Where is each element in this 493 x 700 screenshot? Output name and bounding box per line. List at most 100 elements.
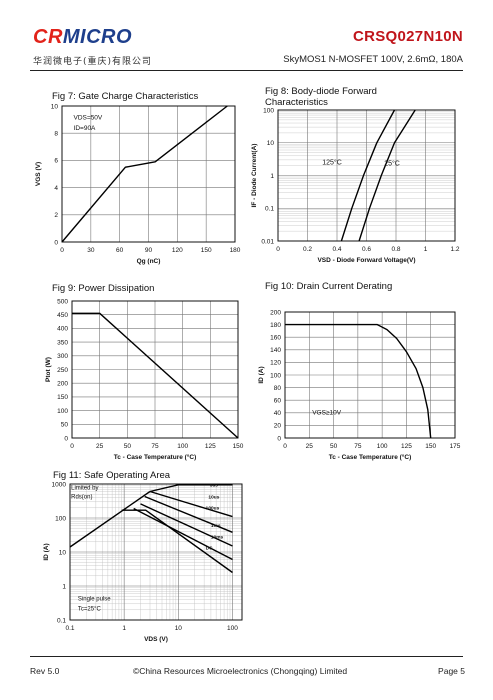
fig10-y-tick-label: 100 <box>270 372 281 379</box>
fig10-x-tick-label: 175 <box>450 443 461 450</box>
fig9-x-tick-label: 75 <box>151 443 159 450</box>
fig10-x-tick-label: 0 <box>283 443 287 450</box>
fig11-curve-label-10us: 10us <box>208 494 219 500</box>
fig9-line-series-0 <box>72 312 239 439</box>
fig9-x-tick-label: 150 <box>233 443 244 450</box>
fig7-y-tick-label: 8 <box>54 131 58 138</box>
fig9-y-tick-label: 150 <box>57 394 68 401</box>
fig8-chart: 0 0.2 0.4 0.6 0.8 1 1.2 0.01 0.1 1 10 100 VSD - Diod… <box>251 107 460 264</box>
fig9-y-tick-label: 0 <box>64 435 68 442</box>
fig7-x-tick-label: 180 <box>230 247 241 254</box>
fig7-y-axis-label: VGS (V) <box>35 162 42 186</box>
fig9-y-tick-label: 100 <box>57 408 68 415</box>
fig10-title: Fig 10: Drain Current Derating <box>265 281 393 292</box>
product-subtitle: SkyMOS1 N-MOSFET 100V, 2.6mΩ, 180A <box>283 54 463 65</box>
fig10-y-tick-label: 180 <box>270 322 281 329</box>
fig11-x-axis-label: VDS (V) <box>144 636 168 643</box>
fig8-x-tick-label: 0.2 <box>303 246 312 253</box>
fig7-annotation-vds: VDS=50V <box>74 115 103 122</box>
fig7-x-axis-label: Qg (nC) <box>137 258 161 265</box>
footer-revision: Rev 5.0 <box>30 666 60 676</box>
fig11-curve-label-dc: DC <box>206 545 213 551</box>
logo-cr-text: CR <box>33 26 63 48</box>
fig8-x-axis-label: VSD - Diode Forward Voltage(V) <box>317 257 415 264</box>
fig8-line-125-c <box>340 109 396 242</box>
fig11-plot-frame <box>69 483 243 621</box>
fig8-y-axis-label: IF - Diode Current(A) <box>251 144 258 208</box>
fig9-y-tick-label: 400 <box>57 326 68 333</box>
fig10-x-tick-label: 50 <box>330 443 338 450</box>
fig9-y-tick-label: 300 <box>57 353 68 360</box>
fig9-plot-frame <box>71 300 239 439</box>
fig10-chart: 0 25 50 75 100 125 150 175 0 20 40 60 80 100 120 140 160… <box>258 309 461 461</box>
fig8-x-tick-label: 1.2 <box>450 246 459 253</box>
fig9-y-tick-label: 350 <box>57 339 68 346</box>
fig8-plot-frame <box>277 109 456 242</box>
header-divider <box>30 70 463 71</box>
fig10-x-tick-label: 100 <box>377 443 388 450</box>
fig9-x-tick-label: 25 <box>96 443 104 450</box>
fig10-annotation-vgs: VGS≥10V <box>312 410 342 417</box>
fig10-y-tick-label: 0 <box>277 435 281 442</box>
fig11-line-5us <box>149 484 233 493</box>
fig7-title: Fig 7: Gate Charge Characteristics <box>52 91 199 102</box>
logo-micro-text: MICRO <box>62 26 133 48</box>
fig9-y-tick-label: 200 <box>57 381 68 388</box>
fig8-x-tick-label: 1 <box>424 246 428 253</box>
fig8-y-tick-label: 0.01 <box>261 238 274 245</box>
fig8-x-tick-label: 0.6 <box>362 246 371 253</box>
fig10-y-tick-label: 60 <box>274 398 282 405</box>
fig7-chart: 0 30 60 90 120 150 180 0 2 4 6 8 10 Qg (nC) VGS (V) VDS… <box>35 103 241 265</box>
fig10-y-tick-label: 40 <box>274 410 282 417</box>
fig11-line-rds-on-limit <box>69 490 151 548</box>
fig11-y-axis-label: ID (A) <box>43 543 50 560</box>
fig8-title: Fig 8: Body-diode Forward Characteristic… <box>265 86 377 108</box>
fig7-y-tick-label: 0 <box>54 239 58 246</box>
fig11-y-tick-label: 1 <box>62 583 66 590</box>
fig8-y-tick-label: 10 <box>267 140 275 147</box>
fig7-y-tick-label: 10 <box>51 103 59 110</box>
fig9-x-axis-label: Tc - Case Temperature (°C) <box>114 453 197 461</box>
fig10-x-axis-label: Tc - Case Temperature (°C) <box>329 453 412 461</box>
fig11-x-tick-label: 0.1 <box>65 625 74 632</box>
fig9-y-axis-label: Ptot (W) <box>45 357 52 382</box>
fig11-y-tick-label: 0.1 <box>57 617 66 624</box>
fig10-y-tick-label: 200 <box>270 309 281 316</box>
fig8-y-tick-label: 1 <box>270 173 274 180</box>
fig11-line-10us <box>149 490 233 518</box>
fig9-y-tick-label: 500 <box>57 298 68 305</box>
footer-divider <box>30 656 463 657</box>
fig10-x-tick-label: 150 <box>425 443 436 450</box>
fig10-line-series-0 <box>285 323 432 439</box>
fig11-y-tick-label: 10 <box>59 549 67 556</box>
fig7-x-tick-label: 150 <box>201 247 212 254</box>
fig9-x-tick-label: 0 <box>70 443 74 450</box>
fig10-y-tick-label: 120 <box>270 360 281 367</box>
fig9-y-tick-label: 50 <box>61 422 69 429</box>
fig11-line-dc <box>121 509 233 574</box>
fig11-line-100us <box>144 495 233 533</box>
fig10-y-tick-label: 140 <box>270 347 281 354</box>
fig11-annotation-single-pulse: Single pulse <box>78 596 111 602</box>
company-logo: CRMICRO <box>33 26 132 49</box>
fig8-x-tick-label: 0.4 <box>332 246 341 253</box>
fig8-y-tick-label: 0.1 <box>265 206 274 213</box>
fig11-annotation-tc: Tc=25°C <box>78 607 102 613</box>
fig7-x-tick-label: 0 <box>60 247 64 254</box>
fig9-x-tick-label: 50 <box>124 443 132 450</box>
fig7-y-tick-label: 4 <box>54 185 58 192</box>
fig8-x-tick-label: 0.8 <box>391 246 400 253</box>
fig10-x-tick-label: 125 <box>401 443 412 450</box>
fig10-x-tick-label: 25 <box>306 443 314 450</box>
fig10-y-tick-label: 80 <box>274 385 282 392</box>
fig11-line-1ms <box>140 503 233 547</box>
fig7-x-tick-label: 90 <box>145 247 153 254</box>
fig8-y-tick-label: 100 <box>263 107 274 114</box>
fig11-curve-label-1ms: 1ms <box>211 523 221 529</box>
fig9-x-tick-label: 100 <box>177 443 188 450</box>
fig11-y-tick-label: 100 <box>55 515 66 522</box>
footer-page-number: Page 5 <box>438 666 465 676</box>
fig11-curve-label-10ms: 10ms <box>211 534 224 540</box>
fig9-y-tick-label: 450 <box>57 312 68 319</box>
fig9-y-tick-label: 250 <box>57 367 68 374</box>
